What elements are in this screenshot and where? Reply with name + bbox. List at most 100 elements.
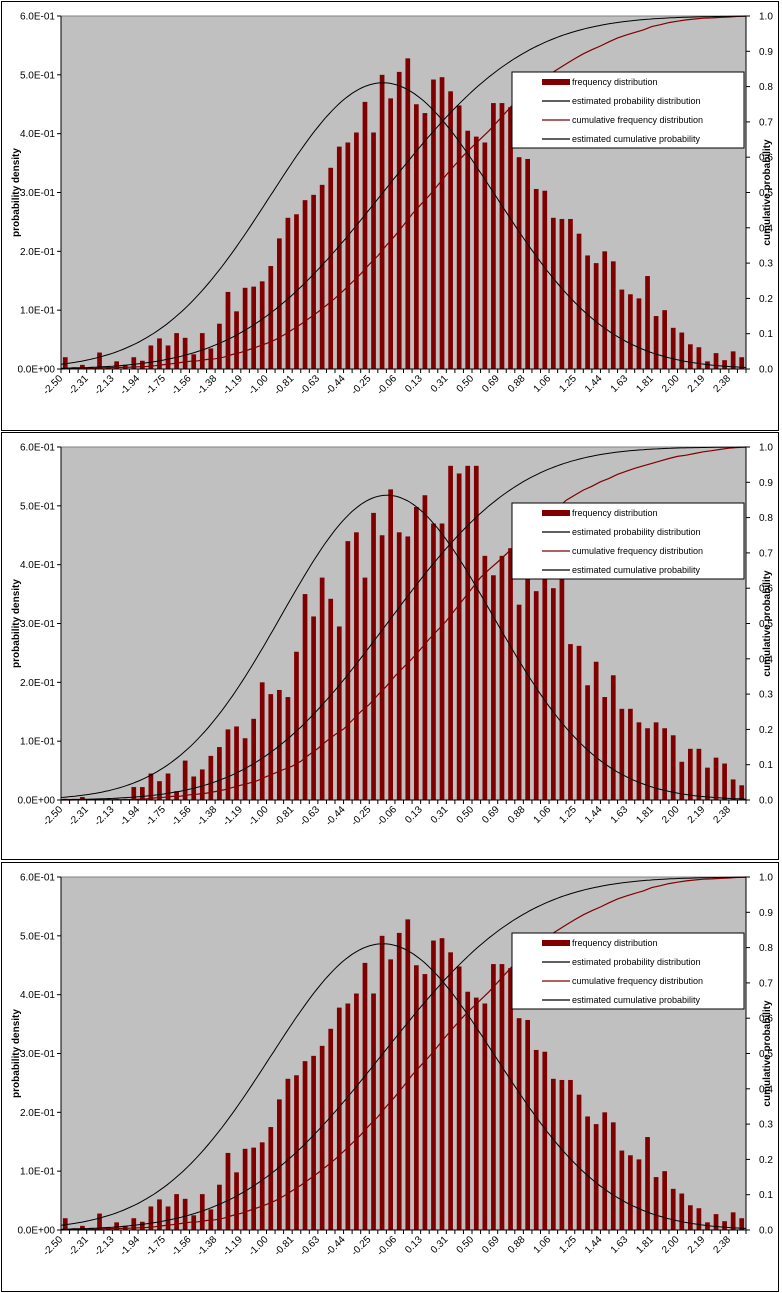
bar (482, 142, 488, 369)
y-tick-label: 3.0E-01 (20, 619, 55, 630)
bar (131, 1218, 137, 1230)
x-tick-label: 0.69 (480, 804, 502, 826)
x-tick-label: -0.25 (349, 804, 373, 828)
bar (379, 74, 385, 369)
bar (499, 555, 505, 800)
bar (576, 233, 582, 369)
bar (593, 1124, 599, 1230)
bar (217, 747, 222, 800)
bar (705, 361, 710, 369)
plot-area (60, 446, 747, 801)
y2-tick-label: 0.9 (759, 478, 773, 489)
x-tick-label: 0.13 (403, 804, 425, 826)
bar (636, 722, 642, 800)
bar (422, 495, 428, 800)
bar (388, 98, 394, 370)
bar (456, 473, 462, 800)
estimated-cumulative-line (60, 15, 746, 369)
x-tick-label: 1.63 (609, 373, 631, 395)
bar (276, 238, 282, 369)
x-tick-label: 0.31 (429, 1234, 451, 1256)
y2-tick-label: 0.3 (759, 690, 773, 701)
bar (653, 722, 659, 800)
y2-tick-label: 0.3 (759, 1120, 773, 1131)
bar (251, 718, 257, 800)
bar (628, 708, 633, 800)
bar (396, 532, 402, 800)
bar (388, 959, 394, 1230)
bar (610, 261, 616, 369)
bar (80, 364, 85, 369)
bar (80, 1225, 85, 1230)
bar (328, 167, 334, 369)
bar (97, 1213, 102, 1230)
bar (311, 616, 316, 800)
bar (182, 337, 188, 369)
x-tick-label: -1.75 (144, 1234, 168, 1258)
bar (713, 353, 719, 369)
bar (234, 311, 239, 369)
x-tick-label: -1.38 (195, 804, 219, 828)
bar (679, 332, 685, 369)
y-tick-label: 5.0E-01 (20, 70, 55, 81)
x-tick-label: -1.56 (170, 804, 194, 828)
legend-label: frequency distribution (572, 938, 658, 948)
x-tick-label: -1.94 (118, 373, 142, 397)
bar (371, 512, 376, 800)
x-tick-label: -0.63 (298, 373, 322, 397)
x-tick-label: -1.19 (221, 1234, 245, 1258)
bar (499, 964, 505, 1230)
y-tick-label: 2.0E-01 (20, 247, 55, 258)
y-tick-label: 4.0E-01 (20, 560, 55, 571)
x-tick-label: -2.31 (67, 1234, 91, 1258)
bar (139, 787, 145, 800)
bar (431, 523, 436, 800)
bar (268, 694, 274, 800)
bar (319, 577, 325, 800)
chart-2-svg: 0.0E+00 1.0E-01 2.0E-01 3.0E-01 4.0E-01 5.0E-… (11, 443, 773, 829)
x-tick-label: -0.25 (349, 373, 373, 397)
y-tick-label: 3.0E-01 (20, 1049, 55, 1060)
x-tick-label: 1.25 (557, 804, 579, 826)
bar (345, 142, 351, 369)
bar (559, 1079, 565, 1230)
cumulative-frequency-line (61, 446, 747, 801)
bar (362, 962, 368, 1230)
bar (362, 101, 368, 370)
bar (165, 1206, 171, 1230)
y-tick-label: 2.0E-01 (20, 678, 55, 689)
bar (585, 685, 590, 800)
estimated-probability-line (60, 82, 747, 368)
x-tick-label: 1.25 (557, 1234, 579, 1256)
bar (294, 651, 299, 800)
bar (396, 932, 402, 1230)
bar (80, 797, 85, 800)
plot-area (60, 876, 747, 1231)
y2-tick-label: 0.2 (759, 1155, 773, 1166)
x-tick-label: 1.81 (634, 804, 656, 826)
bar (576, 645, 582, 800)
x-tick-label: 0.50 (455, 373, 477, 395)
bar (174, 791, 179, 800)
legend: frequency distribution estimated probabil… (511, 502, 745, 580)
bar (319, 184, 325, 369)
bar (533, 591, 539, 800)
y-tick-label: 5.0E-01 (20, 931, 55, 942)
bar (696, 748, 702, 800)
x-tick-label: -0.44 (324, 373, 348, 397)
bar (653, 1177, 659, 1230)
bar (550, 1078, 556, 1230)
bar (568, 1079, 573, 1230)
bar (670, 1188, 676, 1230)
legend-swatch-bar (542, 79, 570, 85)
bar (148, 1206, 154, 1230)
legend-label: estimated probability distribution (572, 527, 701, 537)
bar (311, 1055, 316, 1230)
bar (422, 113, 428, 369)
legend-label: estimated cumulative probability (572, 995, 701, 1005)
bar (285, 697, 291, 800)
chart-3: 0.0E+00 1.0E-01 2.0E-01 3.0E-01 4.0E-01 5.0E-… (1, 862, 779, 1292)
x-tick-label: -1.75 (144, 373, 168, 397)
bar (687, 344, 693, 369)
bar (670, 327, 676, 369)
